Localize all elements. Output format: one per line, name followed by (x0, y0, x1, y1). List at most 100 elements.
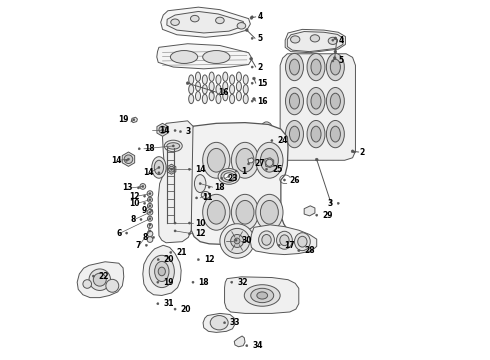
Ellipse shape (231, 281, 233, 283)
Ellipse shape (92, 275, 95, 277)
Text: 30: 30 (242, 236, 252, 245)
Ellipse shape (127, 158, 129, 160)
Ellipse shape (310, 35, 319, 42)
Ellipse shape (330, 59, 341, 75)
Text: 6: 6 (116, 229, 122, 238)
Ellipse shape (203, 142, 230, 178)
Text: 18: 18 (145, 144, 155, 153)
Ellipse shape (230, 75, 235, 84)
Text: 4: 4 (258, 12, 263, 21)
Ellipse shape (89, 269, 111, 291)
Ellipse shape (250, 17, 253, 19)
Ellipse shape (196, 197, 197, 199)
Ellipse shape (236, 72, 242, 81)
Ellipse shape (236, 91, 242, 101)
Ellipse shape (149, 199, 151, 201)
Ellipse shape (149, 218, 151, 220)
Ellipse shape (243, 85, 248, 94)
Text: 12: 12 (129, 192, 139, 201)
Ellipse shape (280, 235, 289, 246)
Ellipse shape (191, 15, 199, 22)
Ellipse shape (137, 187, 140, 189)
Ellipse shape (158, 166, 160, 168)
Ellipse shape (251, 37, 253, 40)
Text: 29: 29 (322, 211, 333, 220)
Ellipse shape (252, 98, 255, 100)
Ellipse shape (157, 303, 159, 305)
Text: 2: 2 (360, 148, 365, 157)
Ellipse shape (106, 279, 119, 292)
Ellipse shape (278, 244, 280, 246)
Ellipse shape (209, 91, 214, 101)
Ellipse shape (290, 59, 299, 75)
Text: 8: 8 (130, 215, 136, 224)
Ellipse shape (290, 93, 299, 109)
Ellipse shape (311, 59, 321, 75)
Ellipse shape (171, 50, 197, 63)
Ellipse shape (216, 94, 221, 104)
Ellipse shape (330, 93, 341, 109)
Ellipse shape (155, 261, 169, 282)
Ellipse shape (125, 159, 128, 161)
Ellipse shape (221, 171, 237, 182)
Ellipse shape (174, 222, 176, 224)
Ellipse shape (171, 19, 179, 26)
Text: 3: 3 (328, 199, 333, 208)
Polygon shape (167, 12, 245, 33)
Ellipse shape (144, 202, 146, 204)
Ellipse shape (202, 85, 207, 94)
Polygon shape (167, 164, 176, 174)
Ellipse shape (326, 87, 344, 115)
Text: 31: 31 (163, 299, 174, 308)
Text: 16: 16 (218, 87, 229, 96)
Text: 19: 19 (163, 278, 174, 287)
Ellipse shape (224, 173, 234, 180)
Ellipse shape (250, 57, 252, 60)
Text: 19: 19 (118, 115, 128, 124)
Polygon shape (224, 277, 299, 314)
Text: 7: 7 (136, 241, 141, 250)
Ellipse shape (333, 57, 336, 59)
Ellipse shape (140, 184, 146, 189)
Ellipse shape (231, 142, 259, 178)
Ellipse shape (93, 273, 106, 286)
Ellipse shape (212, 91, 214, 93)
Ellipse shape (196, 72, 200, 81)
Text: 11: 11 (202, 193, 213, 202)
Ellipse shape (230, 85, 235, 94)
Ellipse shape (140, 219, 142, 221)
Ellipse shape (186, 82, 189, 85)
Ellipse shape (286, 121, 303, 148)
Text: 24: 24 (277, 136, 288, 145)
Ellipse shape (170, 251, 172, 253)
Ellipse shape (133, 119, 135, 121)
Ellipse shape (307, 53, 325, 81)
Ellipse shape (151, 210, 153, 212)
Ellipse shape (216, 75, 221, 84)
Polygon shape (161, 7, 250, 37)
Ellipse shape (158, 267, 166, 276)
Ellipse shape (161, 129, 164, 131)
Ellipse shape (196, 82, 200, 91)
Ellipse shape (147, 210, 153, 215)
Polygon shape (248, 158, 254, 163)
Ellipse shape (245, 345, 248, 347)
Ellipse shape (262, 234, 271, 245)
Ellipse shape (286, 53, 303, 81)
Ellipse shape (164, 140, 182, 152)
Ellipse shape (260, 122, 273, 140)
Ellipse shape (202, 75, 207, 84)
Ellipse shape (202, 94, 207, 104)
Ellipse shape (328, 37, 338, 44)
Polygon shape (122, 152, 135, 166)
Ellipse shape (316, 214, 318, 216)
Text: 26: 26 (290, 176, 300, 185)
Ellipse shape (252, 77, 255, 80)
Text: 18: 18 (215, 183, 225, 192)
Ellipse shape (220, 177, 223, 179)
Ellipse shape (209, 82, 214, 91)
Ellipse shape (257, 292, 268, 299)
Text: 2: 2 (258, 63, 263, 72)
Ellipse shape (189, 94, 194, 104)
Ellipse shape (223, 82, 228, 91)
